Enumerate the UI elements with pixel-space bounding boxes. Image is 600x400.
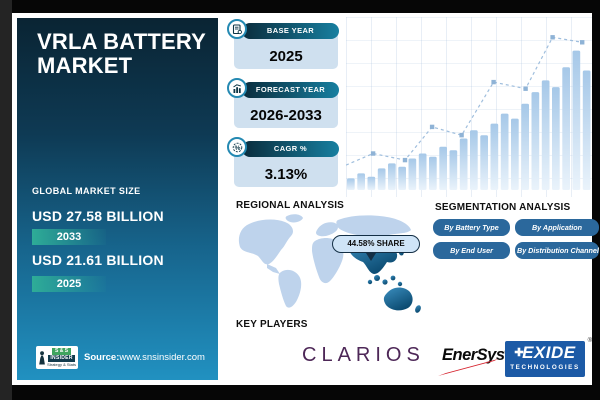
clarios-swoosh-icon: [239, 345, 291, 365]
chart-grid: [346, 17, 592, 197]
segmentation-buttons: By Battery Type By Application By End Us…: [433, 219, 599, 259]
sns-insider-logo: S & S INSIDER Strategy & Stats: [36, 346, 78, 369]
chart-bar: [429, 156, 437, 190]
exide-technologies-label: TECHNOLOGIES: [510, 364, 580, 371]
enersys-swoosh-icon: [438, 359, 498, 376]
segment-by-end-user-button[interactable]: By End User: [433, 242, 510, 259]
trend-marker: [580, 40, 585, 45]
outer-frame-strip: [0, 0, 12, 400]
percent-circle-icon: %: [227, 137, 247, 157]
trend-marker: [550, 35, 555, 40]
svg-text:%: %: [234, 144, 240, 151]
chart-bar: [418, 153, 427, 190]
segment-by-application-button[interactable]: By Application: [515, 219, 599, 236]
segment-by-battery-type-button[interactable]: By Battery Type: [433, 219, 510, 236]
page-title: VRLA BATTERY MARKET: [37, 29, 206, 79]
chart-bar: [367, 176, 376, 190]
chart-bar: [552, 87, 560, 190]
bar-chart-svg: [346, 35, 591, 190]
stat-forecast-year: FORECAST YEAR 2026-2033: [227, 78, 339, 128]
enersys-logo: EnerSys®: [438, 346, 508, 376]
source-url[interactable]: www.snsinsider.com: [119, 352, 205, 363]
trend-marker: [523, 86, 528, 91]
trend-marker: [370, 151, 376, 156]
chart-bar: [541, 80, 550, 190]
segmentation-analysis-heading: SEGMENTATION ANALYSIS: [435, 202, 571, 213]
stat-base-year: BASE YEAR 2025: [227, 19, 339, 69]
market-value-2025: USD 21.61 BILLION: [32, 252, 164, 268]
year-badge-2025: 2025: [32, 276, 106, 292]
chart-bar: [511, 118, 519, 190]
world-map: [238, 214, 421, 313]
stat-label: CAGR %: [242, 141, 339, 157]
exide-plus-icon: ✚: [514, 347, 525, 359]
chart-bar: [408, 158, 417, 190]
trend-marker: [459, 133, 464, 138]
registered-mark: ®: [587, 338, 592, 344]
segment-by-distribution-channel-button[interactable]: By Distribution Channel: [515, 242, 599, 259]
chart-bar: [480, 135, 488, 190]
trend-marker: [491, 79, 496, 85]
chart-bar: [357, 173, 365, 190]
chart-bar: [377, 168, 386, 190]
stat-label: BASE YEAR: [242, 23, 339, 39]
trend-marker: [429, 124, 435, 130]
chart-bar: [572, 50, 581, 190]
person-icon: [39, 350, 45, 364]
growth-bar-chart: [346, 17, 592, 197]
regional-map: 44.58% SHARE: [234, 211, 429, 317]
share-callout-pointer: [366, 253, 376, 261]
share-callout: 44.58% SHARE: [332, 235, 420, 253]
sidebar: VRLA BATTERY MARKET GLOBAL MARKET SIZE U…: [17, 18, 218, 380]
chart-bar: [388, 163, 396, 190]
growth-chart-icon: [227, 78, 247, 98]
market-value-2033: USD 27.58 BILLION: [32, 208, 164, 224]
chart-bar: [582, 70, 591, 190]
continents-light: [238, 214, 411, 308]
sns-logo-text: S & S INSIDER Strategy & Stats: [47, 348, 76, 367]
trend-marker: [402, 157, 408, 163]
chart-bar: [531, 92, 540, 190]
chart-bar: [562, 67, 570, 190]
stat-cagr: % CAGR % 3.13%: [227, 137, 339, 187]
market-size-label: GLOBAL MARKET SIZE: [32, 186, 141, 196]
source-text: Source:www.snsinsider.com: [84, 352, 205, 363]
year-badge-2033: 2033: [32, 229, 106, 245]
exide-wordmark: ✚EXIDE: [514, 343, 576, 362]
chart-bar: [470, 130, 478, 190]
chart-bar: [347, 178, 355, 190]
stat-cards: BASE YEAR 2025 FORECAST YEAR 2026-2033 %: [227, 19, 339, 198]
chart-bar: [521, 103, 529, 190]
calendar-document-icon: [227, 19, 247, 39]
clarios-logo: CLARIOS: [238, 340, 425, 370]
infographic-card: VRLA BATTERY MARKET GLOBAL MARKET SIZE U…: [12, 13, 599, 385]
stat-label: FORECAST YEAR: [242, 82, 339, 98]
source-label: Source:: [84, 352, 120, 363]
chart-bar: [439, 146, 447, 190]
key-players-heading: KEY PLAYERS: [236, 319, 308, 330]
clarios-wordmark: CLARIOS: [302, 343, 425, 366]
exide-logo: ® ✚EXIDE TECHNOLOGIES: [505, 338, 592, 377]
chart-bar: [490, 123, 499, 190]
regional-analysis-heading: REGIONAL ANALYSIS: [236, 200, 345, 211]
source-row: S & S INSIDER Strategy & Stats Source:ww…: [36, 346, 205, 369]
chart-bar: [449, 150, 458, 190]
chart-bar: [459, 138, 468, 190]
chart-bar: [500, 113, 509, 190]
chart-bar: [398, 166, 406, 190]
